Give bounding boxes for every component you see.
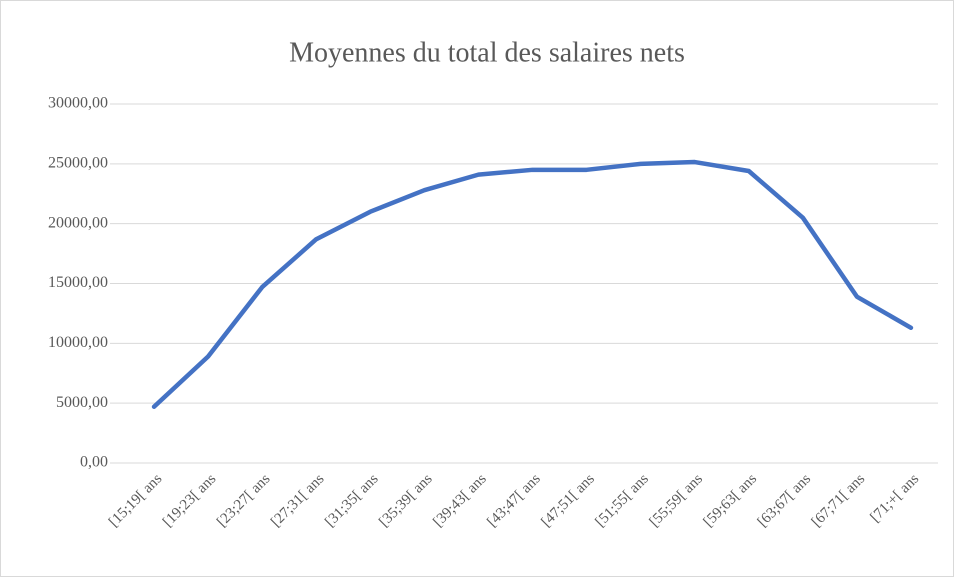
y-tick-label: 30000,00 [48,95,108,112]
y-tick-label: 5000,00 [56,394,108,411]
chart-title: Moyennes du total des salaires nets [289,37,685,68]
y-tick-label: 10000,00 [48,334,108,351]
y-tick-label: 20000,00 [48,214,108,231]
y-tick-label: 0,00 [80,454,108,471]
y-tick-label: 25000,00 [48,155,108,172]
y-tick-label: 15000,00 [48,274,108,291]
line-series [151,159,914,410]
